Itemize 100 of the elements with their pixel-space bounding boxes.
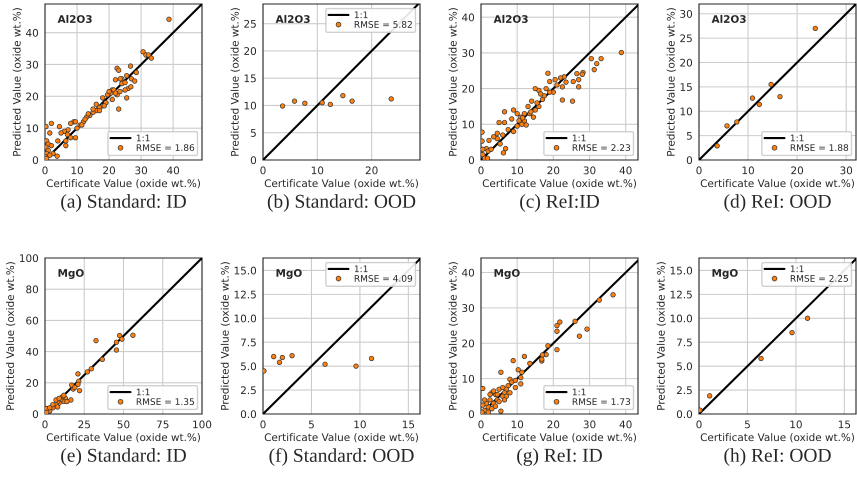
text: (e) Standard: ID [61, 448, 186, 466]
x-tick-label: 100 [193, 420, 212, 428]
y-tick-label: 25 [680, 34, 692, 42]
legend-label: RMSE = 4.09 [354, 275, 412, 282]
y-tick-label: 0 [686, 156, 692, 164]
x-axis-title: Certificate Value (oxide wt.%) [482, 433, 636, 442]
x-tick-label: 10 [72, 166, 83, 174]
x-tick-label: 5 [744, 420, 750, 428]
x-tick-label: 20 [366, 166, 378, 174]
y-tick-label: 7.5 [241, 338, 256, 346]
legend-label: 1:1 [354, 266, 368, 272]
y-tick-label: 0 [32, 156, 38, 164]
y-tick-label: 15 [680, 83, 692, 91]
y-tick-label: 0.0 [676, 410, 692, 418]
x-tick-label: 40 [620, 166, 632, 174]
legend-label: RMSE = 1.86 [136, 144, 194, 152]
x-axis-title: Certificate Value (oxide wt.%) [264, 433, 418, 442]
y-tick-label: 2.5 [240, 386, 256, 394]
y-tick-label: 5.0 [676, 362, 692, 370]
x-tick-label: 5 [308, 420, 314, 428]
legend-label: RMSE = 5.82 [354, 21, 412, 28]
annotation: MgO [58, 269, 84, 279]
x-tick-label: 10 [790, 420, 802, 428]
x-tick-label: 0 [478, 420, 484, 428]
annotation: Al2O3 [276, 14, 310, 23]
y-tick-label: 30 [462, 49, 474, 58]
y-tick-label: 12.5 [234, 290, 256, 298]
text: (c) ReI:ID [520, 194, 599, 212]
x-tick-label: 10 [512, 166, 524, 174]
x-tick-label: 50 [118, 420, 130, 428]
y-tick-label: 10 [244, 102, 256, 110]
y-tick-label: 25 [244, 20, 256, 28]
legend-label: 1:1 [136, 134, 150, 142]
y-tick-label: 2.5 [676, 386, 692, 394]
y-axis-title: Predicted Value (oxide wt.%) [448, 8, 458, 156]
y-tick-label: 20 [462, 339, 474, 348]
y-tick-label: 15.0 [234, 266, 256, 275]
y-tick-label: 7.5 [677, 338, 692, 346]
y-tick-label: 100 [20, 254, 38, 262]
x-tick-label: 0 [42, 420, 48, 428]
y-tick-label: 20 [26, 379, 38, 387]
y-tick-label: 0 [468, 410, 474, 418]
legend-label: RMSE = 1.35 [136, 398, 194, 406]
y-tick-label: 30 [462, 304, 474, 312]
x-tick-label: 15 [838, 420, 850, 428]
x-axis-title: Certificate Value (oxide wt.%) [46, 179, 200, 188]
y-tick-label: 40 [26, 28, 38, 37]
y-axis-title: Predicted Value (oxide wt.%) [656, 262, 666, 410]
legend-label: RMSE = 2.25 [790, 275, 848, 282]
y-tick-label: 10 [680, 107, 692, 116]
x-tick-label: 0 [696, 166, 702, 174]
x-tick-label: 40 [620, 420, 632, 428]
x-tick-label: 10 [742, 166, 754, 174]
annotation: MgO [712, 269, 738, 279]
y-tick-label: 0.0 [240, 410, 256, 418]
x-tick-label: 0 [42, 166, 48, 174]
x-tick-label: 30 [584, 166, 596, 174]
y-axis-title: Predicted Value (oxide wt.%) [12, 8, 22, 156]
y-axis-title: Predicted Value (oxide wt.%) [448, 262, 458, 410]
x-tick-label: 40 [167, 166, 180, 174]
x-tick-label: 30 [584, 420, 596, 428]
x-axis-title: Certificate Value (oxide wt.%) [46, 433, 200, 442]
annotation: MgO [276, 269, 302, 279]
y-tick-label: 80 [26, 285, 38, 294]
y-tick-label: 60 [26, 316, 38, 325]
x-tick-label: 25 [78, 420, 90, 428]
legend-label: 1:1 [790, 266, 804, 272]
y-tick-label: 15.0 [670, 266, 692, 275]
y-tick-label: 10.0 [670, 314, 692, 322]
x-tick-label: 0 [260, 166, 266, 174]
y-tick-label: 40 [462, 13, 474, 22]
x-axis-title: Certificate Value (oxide wt.%) [264, 179, 418, 188]
x-tick-label: 0 [696, 420, 702, 428]
legend-label: RMSE = 2.23 [572, 144, 630, 152]
legend-label: 1:1 [572, 134, 586, 142]
x-axis-title: Certificate Value (oxide wt.%) [700, 433, 854, 442]
y-tick-label: 20 [462, 84, 474, 93]
x-tick-label: 20 [103, 166, 116, 174]
text: (g) ReI: ID [517, 448, 602, 466]
y-tick-label: 15 [244, 74, 256, 82]
y-tick-label: 30 [680, 10, 692, 18]
y-tick-label: 40 [26, 348, 38, 356]
x-tick-label: 15 [402, 420, 414, 428]
y-tick-label: 10 [462, 120, 474, 128]
legend-label: RMSE = 1.73 [572, 398, 630, 406]
y-axis-title: Predicted Value (oxide wt.%) [666, 8, 676, 156]
x-tick-label: 10 [312, 166, 324, 174]
text: (f) Standard: OOD [269, 448, 414, 466]
x-axis-title: Certificate Value (oxide wt.%) [700, 179, 854, 188]
x-tick-label: 0 [260, 420, 266, 428]
legend-label: 1:1 [572, 388, 586, 396]
annotation: Al2O3 [58, 14, 92, 23]
y-tick-label: 0 [468, 156, 474, 164]
y-tick-label: 0 [32, 410, 38, 418]
x-tick-label: 20 [547, 420, 560, 428]
y-tick-label: 10 [26, 124, 38, 132]
text: (a) Standard: ID [61, 194, 186, 212]
text: (d) ReI: OOD [724, 194, 831, 212]
y-tick-label: 0 [250, 156, 256, 164]
y-tick-label: 30 [26, 60, 38, 69]
